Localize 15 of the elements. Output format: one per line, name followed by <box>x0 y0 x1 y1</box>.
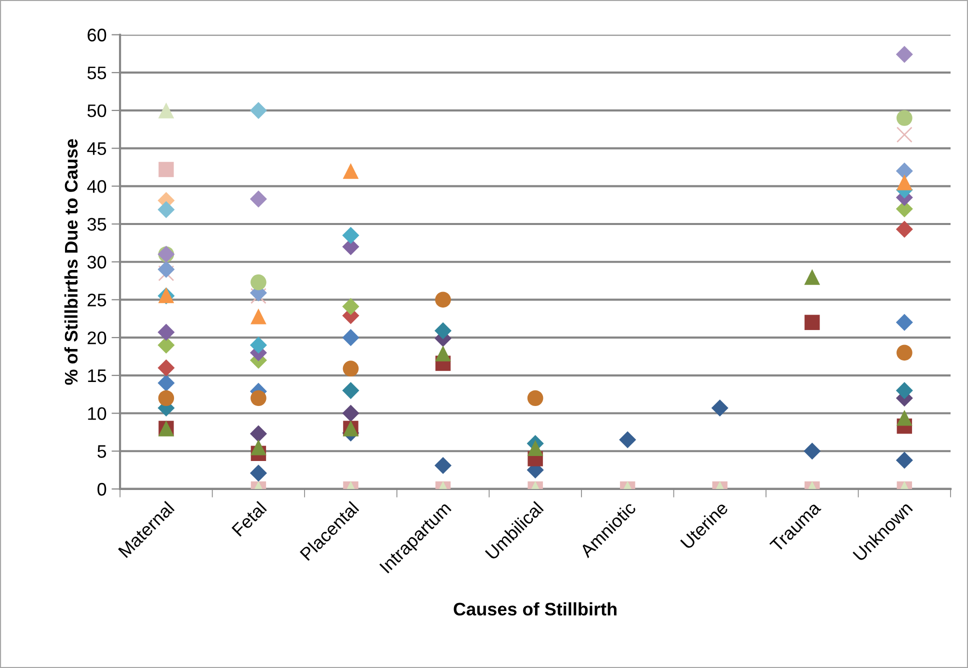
y-tick-label: 45 <box>87 142 106 156</box>
y-tick-label: 60 <box>88 28 106 42</box>
y-tick-label: 15 <box>88 370 106 382</box>
y-tick-label: 35 <box>87 218 106 231</box>
y-tick-label: 25 <box>88 294 106 306</box>
y-tick-label: 0 <box>98 482 106 496</box>
y-tick-label: 30 <box>87 256 106 269</box>
y-tick-label: 55 <box>87 66 106 80</box>
y-axis-title: % of Stillbirths Due to Cause <box>64 139 78 385</box>
x-axis-title: Causes of Stillbirth <box>454 602 616 616</box>
y-tick-label: 5 <box>98 445 106 458</box>
y-tick-label: 10 <box>88 407 106 420</box>
y-tick-label: 20 <box>88 331 106 344</box>
y-tick-label: 40 <box>87 180 106 193</box>
y-tick-label: 50 <box>87 104 106 118</box>
